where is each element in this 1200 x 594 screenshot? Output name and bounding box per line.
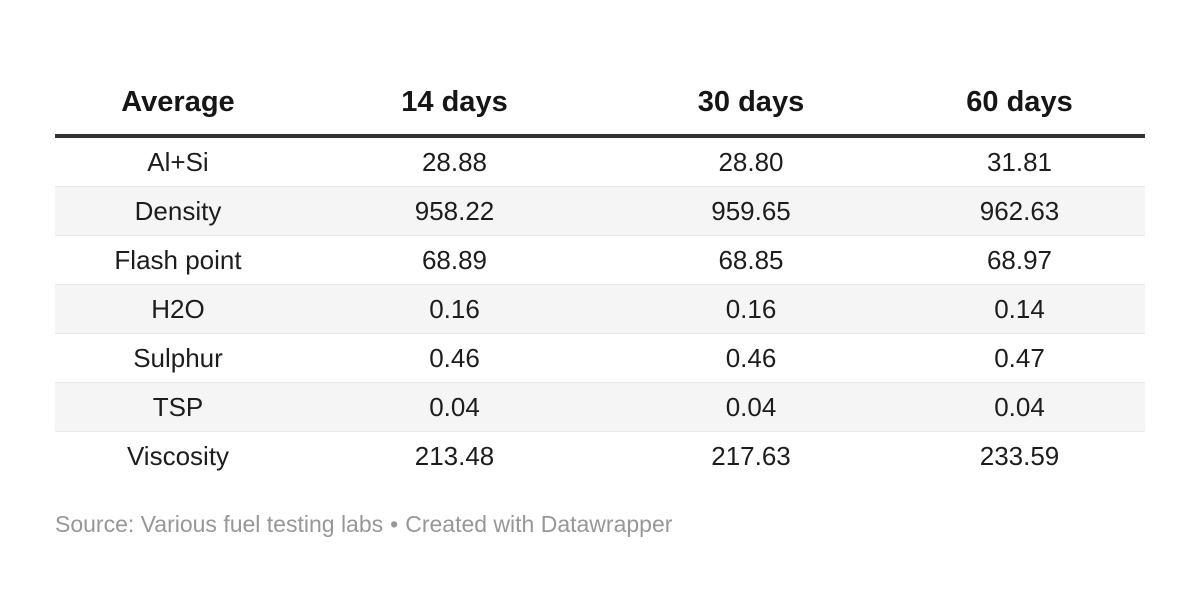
cell-value: 0.47 [894, 333, 1145, 383]
cell-value: 68.85 [608, 235, 894, 285]
row-label: Density [55, 186, 301, 236]
cell-value: 0.46 [608, 333, 894, 383]
cell-value: 0.04 [301, 382, 608, 432]
column-header-average: Average [55, 78, 301, 138]
table-row: Flash point 68.89 68.85 68.97 [55, 235, 1145, 285]
cell-value: 217.63 [608, 431, 894, 480]
cell-value: 0.04 [608, 382, 894, 432]
separator-dot: • [390, 511, 399, 537]
row-label: Viscosity [55, 431, 301, 480]
cell-value: 31.81 [894, 136, 1145, 187]
column-header-14-days: 14 days [301, 78, 608, 138]
cell-value: 68.97 [894, 235, 1145, 285]
cell-value: 28.80 [608, 136, 894, 187]
source-line: Source: Various fuel testing labs • Create… [55, 511, 672, 537]
cell-value: 0.04 [894, 382, 1145, 432]
cell-value: 0.16 [608, 284, 894, 334]
cell-value: 0.16 [301, 284, 608, 334]
table-body: Al+Si 28.88 28.80 31.81 Density 958.22 959.65 9… [55, 136, 1145, 480]
cell-value: 213.48 [301, 431, 608, 480]
table-row: Al+Si 28.88 28.80 31.81 [55, 136, 1145, 187]
column-header-30-days: 30 days [608, 78, 894, 138]
cell-value: 958.22 [301, 186, 608, 236]
table-row: H2O 0.16 0.16 0.14 [55, 284, 1145, 334]
column-header-60-days: 60 days [894, 78, 1145, 138]
source-text: Source: Various fuel testing labs [55, 511, 384, 537]
row-label: H2O [55, 284, 301, 334]
cell-value: 959.65 [608, 186, 894, 236]
row-label: Al+Si [55, 136, 301, 187]
header-row: Average 14 days 30 days 60 days [55, 78, 1145, 138]
attribution-text: Created with Datawrapper [405, 511, 673, 537]
cell-value: 68.89 [301, 235, 608, 285]
table-row: Sulphur 0.46 0.46 0.47 [55, 333, 1145, 383]
cell-value: 0.46 [301, 333, 608, 383]
cell-value: 233.59 [894, 431, 1145, 480]
cell-value: 0.14 [894, 284, 1145, 334]
row-label: Flash point [55, 235, 301, 285]
data-table: Average 14 days 30 days 60 days Al+Si 28.… [55, 78, 1145, 480]
cell-value: 962.63 [894, 186, 1145, 236]
row-label: TSP [55, 382, 301, 432]
cell-value: 28.88 [301, 136, 608, 187]
table-row: Viscosity 213.48 217.63 233.59 [55, 431, 1145, 480]
row-label: Sulphur [55, 333, 301, 383]
table-row: Density 958.22 959.65 962.63 [55, 186, 1145, 236]
table-row: TSP 0.04 0.04 0.04 [55, 382, 1145, 432]
